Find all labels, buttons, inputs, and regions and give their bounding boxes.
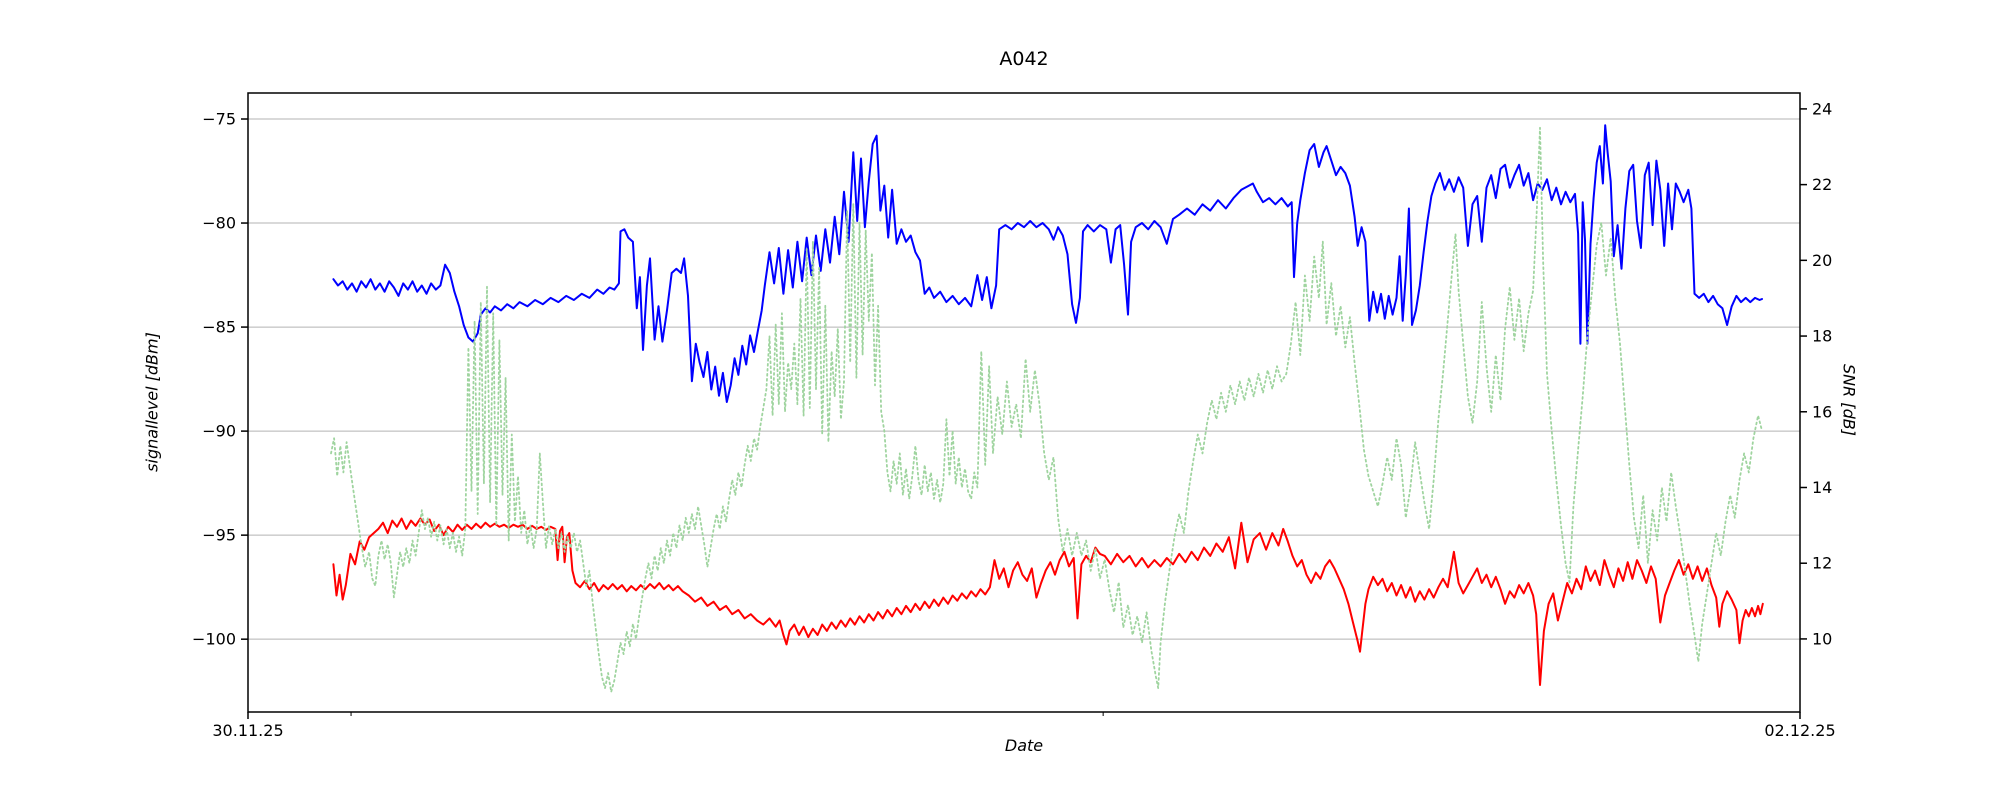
left-tick-label: −85	[202, 318, 236, 337]
left-tick-label: −100	[192, 630, 236, 649]
left-tick-label: −75	[202, 110, 236, 129]
right-tick-label: 20	[1812, 251, 1832, 270]
right-tick-label: 12	[1812, 554, 1832, 573]
right-tick-label: 10	[1812, 629, 1832, 648]
x-tick-label: 02.12.25	[1764, 721, 1835, 740]
right-tick-label: 18	[1812, 327, 1832, 346]
x-axis-label: Date	[1004, 736, 1044, 755]
left-tick-label: −80	[202, 214, 236, 233]
right-tick-label: 22	[1812, 175, 1832, 194]
axis-ticks: −75 −80 −85 −90 −95 −100 24 22 20 18 16 14 12 10 30.11…	[192, 99, 1836, 740]
series-snr-green	[330, 126, 1763, 693]
right-tick-label: 24	[1812, 99, 1832, 118]
plot-border	[247, 92, 1801, 713]
left-tick-label: −90	[202, 422, 236, 441]
series-signallevel-red	[332, 517, 1764, 686]
right-tick-label: 16	[1812, 402, 1832, 421]
right-tick-label: 14	[1812, 478, 1832, 497]
chart-title: A042	[999, 48, 1049, 70]
left-tick-label: −95	[202, 526, 236, 545]
series-signallevel-blue	[332, 124, 1763, 403]
x-tick-label: 30.11.25	[212, 721, 283, 740]
